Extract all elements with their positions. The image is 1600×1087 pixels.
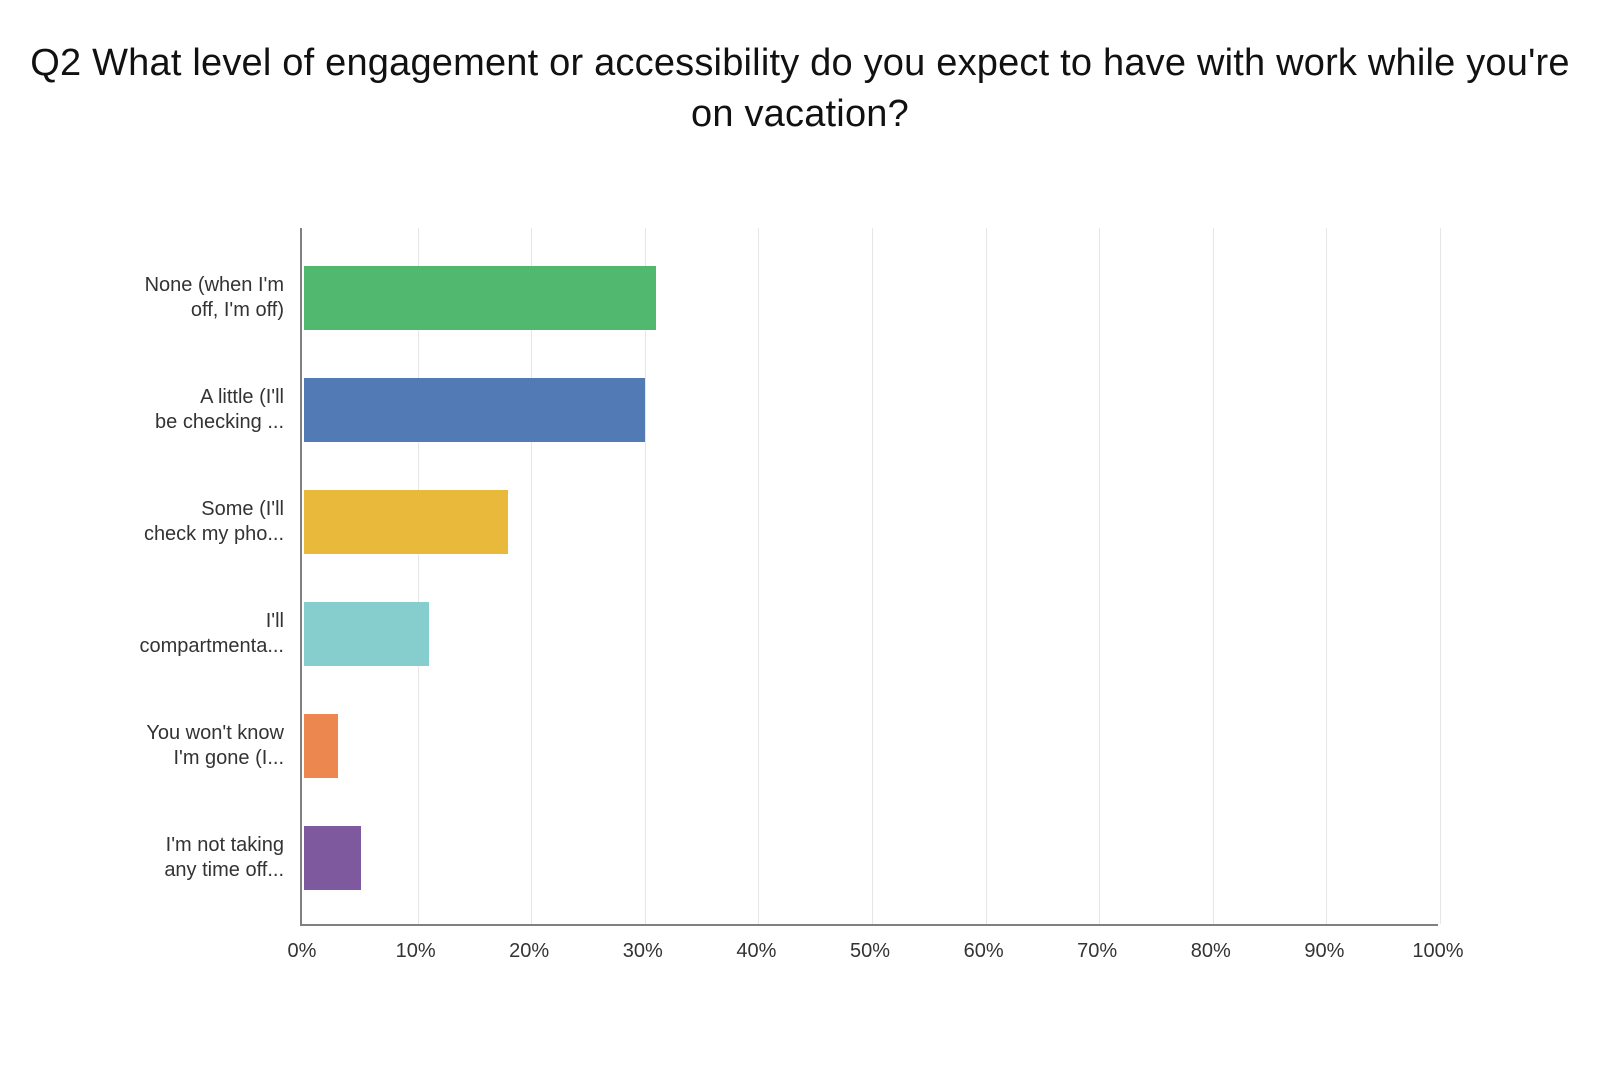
y-axis-category-label: None (when I'm off, I'm off): [114, 273, 284, 323]
gridline: [872, 228, 873, 924]
x-axis-tick-label: 20%: [509, 940, 549, 963]
x-axis-tick-label: 50%: [850, 940, 890, 963]
y-axis-category-label: A little (I'll be checking ...: [114, 385, 284, 435]
bar-chart: 0%10%20%30%40%50%60%70%80%90%100%None (w…: [300, 228, 1438, 926]
gridline: [418, 228, 419, 924]
gridline: [1213, 228, 1214, 924]
x-axis-tick-label: 70%: [1077, 940, 1117, 963]
chart-title: Q2 What level of engagement or accessibi…: [0, 38, 1600, 141]
x-axis-tick-label: 0%: [288, 940, 317, 963]
bar: [304, 490, 508, 554]
x-axis-tick-label: 90%: [1304, 940, 1344, 963]
gridline: [758, 228, 759, 924]
plot-area: [300, 228, 1438, 926]
gridline: [1440, 228, 1441, 924]
x-axis-tick-label: 40%: [736, 940, 776, 963]
y-axis-category-label: I'm not taking any time off...: [114, 833, 284, 883]
y-axis-category-label: You won't know I'm gone (I...: [114, 721, 284, 771]
gridline: [1099, 228, 1100, 924]
bar: [304, 378, 645, 442]
x-axis-tick-label: 80%: [1191, 940, 1231, 963]
x-axis-tick-label: 10%: [396, 940, 436, 963]
x-axis-tick-label: 60%: [964, 940, 1004, 963]
y-axis-category-label: I'll compartmenta...: [114, 609, 284, 659]
page: Q2 What level of engagement or accessibi…: [0, 0, 1600, 1087]
bar: [304, 826, 361, 890]
x-axis-tick-label: 30%: [623, 940, 663, 963]
bar: [304, 714, 338, 778]
x-axis-tick-label: 100%: [1412, 940, 1463, 963]
bar: [304, 602, 429, 666]
gridline: [531, 228, 532, 924]
gridline: [645, 228, 646, 924]
gridline: [1326, 228, 1327, 924]
bar: [304, 266, 656, 330]
y-axis-category-label: Some (I'll check my pho...: [114, 497, 284, 547]
gridline: [986, 228, 987, 924]
